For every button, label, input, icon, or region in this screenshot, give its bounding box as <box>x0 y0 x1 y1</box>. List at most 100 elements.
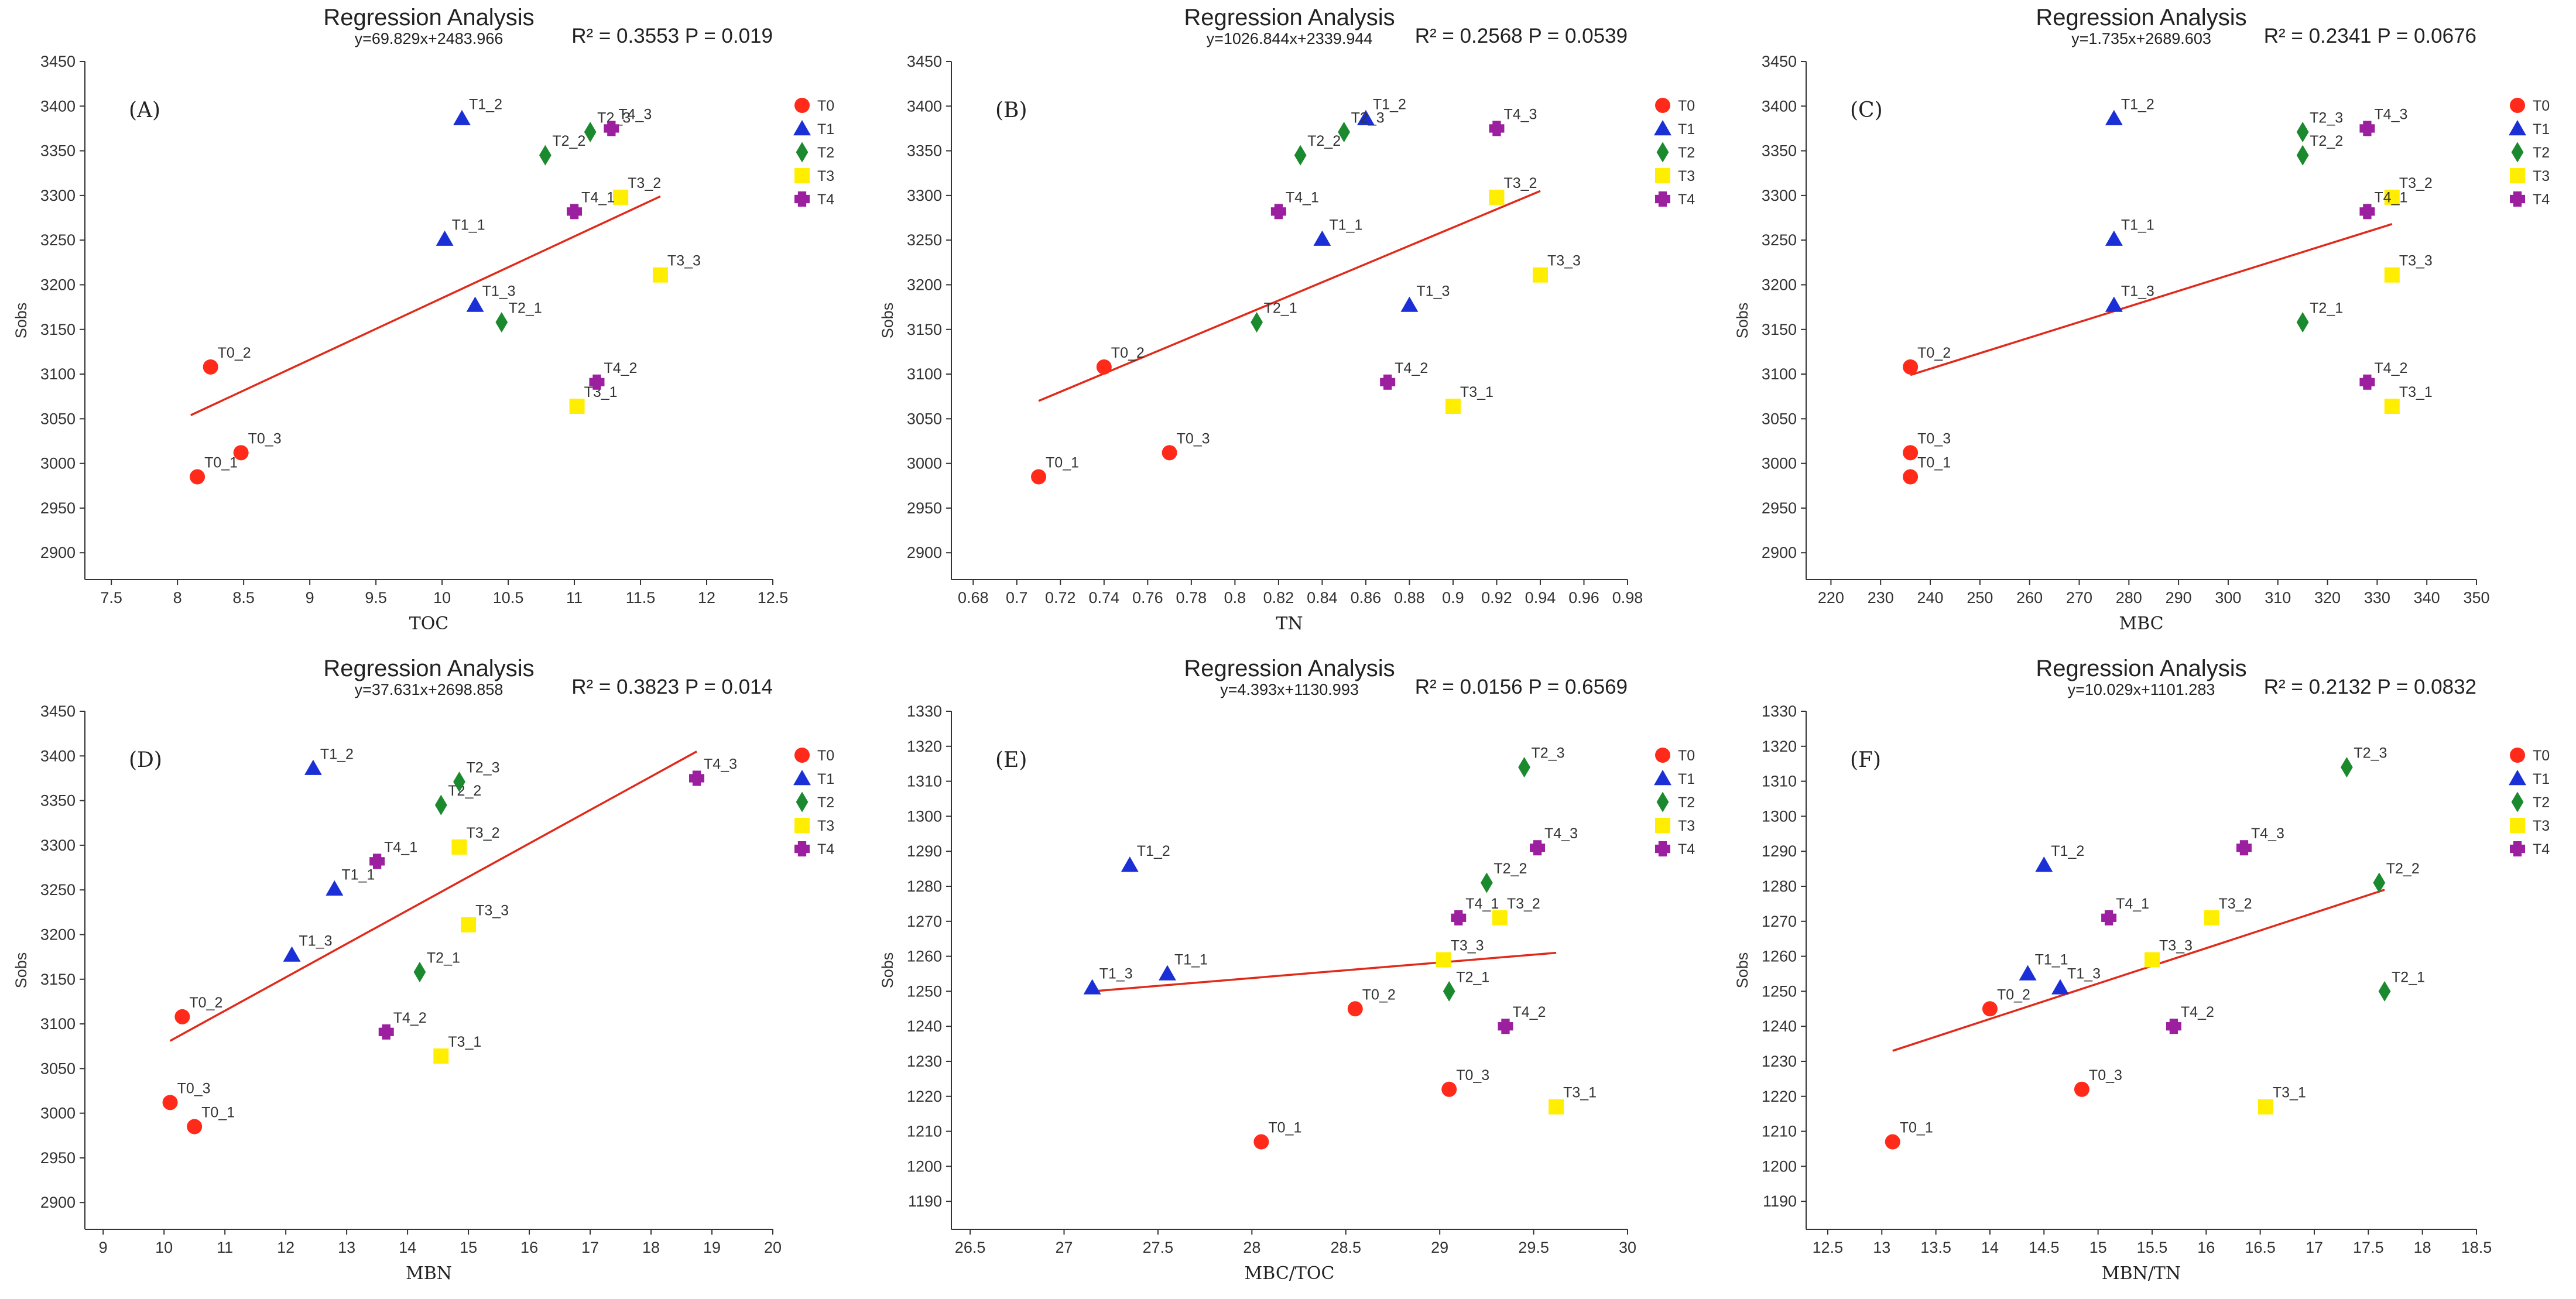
point-label: T4_1 <box>1465 896 1499 912</box>
legend-label: T2 <box>1678 145 1695 161</box>
data-point-t2-1 <box>495 312 508 333</box>
x-tick-label: 30 <box>1619 1239 1636 1256</box>
regression-fit-line <box>1038 190 1541 402</box>
x-tick-label: 29.5 <box>1518 1239 1549 1256</box>
point-label: T0_3 <box>1456 1067 1489 1084</box>
y-tick-label: 3350 <box>907 142 942 160</box>
x-tick-label: 250 <box>1967 589 1993 606</box>
point-label: T3_2 <box>466 825 499 841</box>
point-label: T4_2 <box>1512 1004 1546 1020</box>
y-tick-label: 2950 <box>1762 499 1797 517</box>
point-label: T3_1 <box>2273 1085 2306 1101</box>
legend-label: T3 <box>817 818 834 834</box>
y-tick-label: 3250 <box>40 231 76 249</box>
legend-label: T0 <box>817 98 834 114</box>
data-point-t2-2 <box>1480 872 1493 893</box>
legend-marker-t2 <box>796 142 809 163</box>
data-point-t4-3 <box>2236 840 2252 856</box>
regression-stats: R² = 0.2132 P = 0.0832 <box>2264 676 2476 698</box>
point-label: T0_3 <box>1177 430 1210 447</box>
y-tick-label: 1270 <box>907 913 942 930</box>
y-tick-label: 3000 <box>40 1105 76 1122</box>
x-axis-label: TOC <box>409 613 449 634</box>
data-point-t0-1 <box>190 469 205 485</box>
point-label: T4_1 <box>1286 189 1319 205</box>
y-tick-label: 3250 <box>907 231 942 249</box>
point-label: T1_1 <box>2035 951 2068 968</box>
point-label: T3_1 <box>448 1034 481 1050</box>
x-tick-label: 11.5 <box>626 589 656 606</box>
legend-marker-t1 <box>2509 770 2526 786</box>
point-label: T1_1 <box>2121 217 2154 234</box>
x-tick-label: 18 <box>642 1239 660 1256</box>
y-axis-label: Sobs <box>1734 952 1751 989</box>
point-label: T4_1 <box>2374 189 2407 205</box>
x-tick-label: 10 <box>155 1239 173 1256</box>
data-point-t1-2 <box>453 109 471 125</box>
x-tick-label: 15.5 <box>2137 1239 2168 1256</box>
y-tick-label: 3050 <box>907 410 942 427</box>
data-point-t0-1 <box>187 1119 203 1135</box>
data-point-t4-3 <box>1530 840 1545 856</box>
data-point-t3-2 <box>613 189 629 205</box>
y-tick-label: 2900 <box>40 544 76 561</box>
point-label: T3_1 <box>1563 1085 1597 1101</box>
x-tick-label: 350 <box>2463 589 2489 606</box>
y-tick-label: 3050 <box>40 1060 76 1077</box>
regression-fit-line <box>190 195 661 416</box>
y-tick-label: 1210 <box>907 1123 942 1140</box>
y-tick-label: 3300 <box>1762 187 1797 204</box>
x-tick-label: 18 <box>2414 1239 2431 1256</box>
y-tick-label: 3200 <box>40 276 76 293</box>
x-tick-label: 270 <box>2066 589 2092 606</box>
y-tick-label: 1230 <box>1762 1053 1797 1070</box>
y-tick-label: 3450 <box>907 53 942 70</box>
point-label: T2_2 <box>552 133 585 149</box>
data-point-t2-2 <box>434 794 447 815</box>
y-axis-label: Sobs <box>12 303 30 339</box>
y-axis-label: Sobs <box>879 952 896 989</box>
panel-label: (C) <box>1850 98 1883 122</box>
data-point-t2-1 <box>413 962 426 983</box>
y-tick-label: 1250 <box>1762 982 1797 1000</box>
point-label: T3_3 <box>475 903 509 919</box>
data-point-t4-1 <box>2101 910 2117 926</box>
y-tick-label: 3050 <box>40 410 76 427</box>
data-point-t3-1 <box>2384 398 2400 414</box>
data-point-t1-1 <box>326 880 344 896</box>
data-point-t0-3 <box>233 445 249 461</box>
x-axis-label: MBN/TN <box>2102 1263 2181 1284</box>
x-tick-label: 0.72 <box>1045 589 1076 606</box>
legend-marker-t2 <box>796 791 809 813</box>
legend: T0 T1 T2 T3 T4 <box>1654 98 1695 208</box>
data-point-t3-3 <box>1532 267 1548 283</box>
legend-label: T1 <box>1678 771 1695 787</box>
x-tick-label: 16 <box>520 1239 538 1256</box>
data-point-t1-3 <box>466 296 484 312</box>
y-tick-label: 1200 <box>907 1157 942 1175</box>
x-tick-label: 14 <box>1981 1239 1999 1256</box>
x-tick-label: 19 <box>703 1239 721 1256</box>
x-tick-label: 330 <box>2364 589 2390 606</box>
legend-marker-t0 <box>794 748 810 763</box>
panel-label: (B) <box>995 98 1027 122</box>
legend-label: T1 <box>817 771 834 787</box>
data-point-t3-2 <box>2204 910 2219 926</box>
legend: T0 T1 T2 T3 T4 <box>2509 98 2550 208</box>
point-label: T4_2 <box>2374 360 2407 376</box>
data-point-t1-1 <box>1159 965 1176 981</box>
y-tick-label: 3350 <box>1762 142 1797 160</box>
chart-title: Regression Analysis <box>2036 656 2246 681</box>
data-point-t4-1 <box>2359 204 2375 220</box>
point-label: T1_2 <box>2051 843 2084 859</box>
x-axis-label: MBC/TOC <box>1245 1263 1335 1284</box>
data-point-t2-3 <box>584 121 597 143</box>
panel-label: (A) <box>129 98 160 122</box>
point-label: T0_2 <box>218 345 251 361</box>
data-point-t1-1 <box>1313 230 1331 246</box>
data-point-t3-3 <box>461 917 477 933</box>
x-tick-label: 280 <box>2116 589 2142 606</box>
point-label: T1_3 <box>299 933 333 950</box>
x-tick-label: 0.86 <box>1351 589 1382 606</box>
legend-marker-t1 <box>793 770 811 786</box>
